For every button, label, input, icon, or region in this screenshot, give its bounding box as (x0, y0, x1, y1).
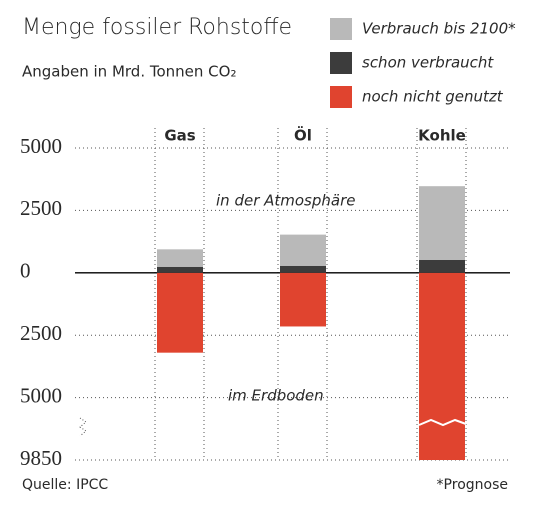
x-tick-label: Öl (294, 126, 312, 145)
axis-break (79, 417, 87, 437)
bar (280, 234, 326, 266)
chart-title: Menge fossiler Rohstoffe (22, 15, 292, 40)
y-tick-label: 0 (20, 259, 31, 283)
y-tick-label: 5000 (20, 383, 62, 407)
y-tick-label: 9850 (20, 446, 62, 470)
note: *Prognose (437, 477, 508, 493)
y-tick-label: 2500 (20, 196, 62, 220)
legend-label: noch nicht genutzt (362, 88, 504, 106)
annotation: im Erdboden (228, 387, 324, 405)
chart-subtitle: Angaben in Mrd. Tonnen CO₂ (22, 63, 236, 81)
x-tick-label: Kohle (418, 127, 466, 145)
bar (419, 186, 465, 260)
annotation: in der Atmosphäre (216, 192, 356, 210)
legend-swatch (330, 86, 352, 108)
legend-label: schon verbraucht (362, 54, 494, 72)
bar-break (418, 418, 467, 427)
bar (157, 272, 203, 353)
legend-swatch (330, 18, 352, 40)
bar (280, 265, 326, 273)
legend-label: Verbrauch bis 2100* (362, 20, 516, 38)
y-tick-label: 2500 (20, 321, 62, 345)
bar (280, 272, 326, 327)
bar (157, 249, 203, 267)
bar (419, 272, 465, 460)
y-tick-label: 5000 (20, 134, 62, 158)
bar (157, 266, 203, 273)
source: Quelle: IPCC (22, 477, 108, 493)
legend-swatch (330, 52, 352, 74)
x-tick-label: Gas (164, 127, 195, 145)
bar (419, 259, 465, 273)
